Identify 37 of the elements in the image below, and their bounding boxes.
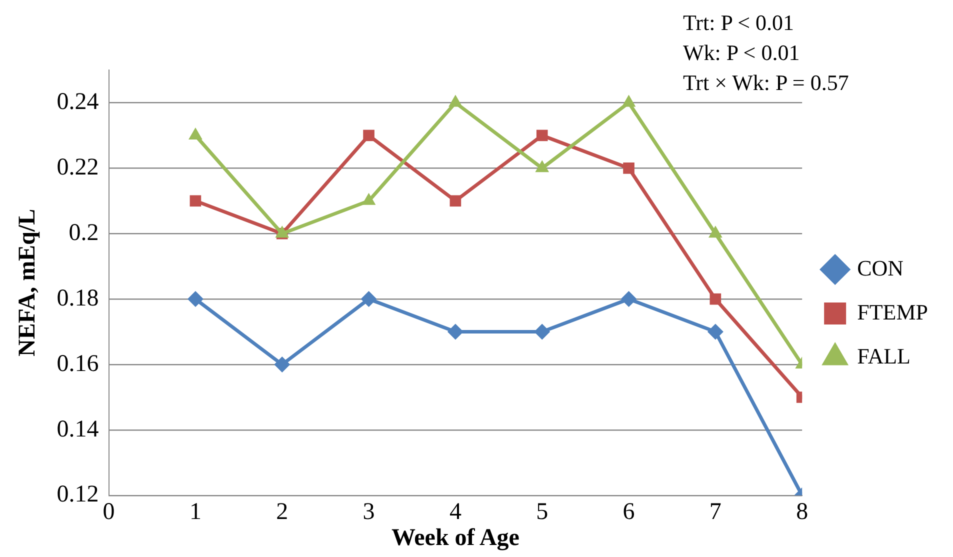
legend-label: FTEMP xyxy=(857,299,928,324)
x-tick-label: 3 xyxy=(362,499,375,526)
y-tick-label: 0.22 xyxy=(56,154,99,180)
x-tick-label: 7 xyxy=(709,499,722,526)
point xyxy=(190,195,202,207)
y-tick-label: 0.16 xyxy=(56,350,99,377)
point xyxy=(710,293,722,305)
y-tick-label: 0.14 xyxy=(56,416,99,442)
point xyxy=(623,162,634,174)
x-tick-label: 1 xyxy=(189,499,202,526)
point xyxy=(707,324,724,340)
x-tick-label: 0 xyxy=(102,499,115,526)
y-axis-title: NEFA, mEq/L xyxy=(14,208,41,356)
y-tick-label: 0.2 xyxy=(68,220,99,246)
x-tick-label: 4 xyxy=(449,499,462,526)
x-axis-title: Week of Age xyxy=(391,524,520,551)
text: Wk: P < 0.01 xyxy=(683,39,801,67)
point xyxy=(447,324,464,340)
y-tick-label: 0.24 xyxy=(56,89,99,116)
point xyxy=(534,324,550,340)
y-tick-label: 0.18 xyxy=(56,285,99,312)
point xyxy=(620,291,637,308)
x-tick-label: 5 xyxy=(536,499,548,526)
point xyxy=(274,356,290,373)
point xyxy=(363,130,374,142)
x-tick-label: 6 xyxy=(622,499,635,526)
point xyxy=(450,195,462,207)
annotation: Trt × Wk: P = 0.57 xyxy=(683,69,849,97)
legend-label: FALL xyxy=(857,343,910,368)
x-tick-label: 2 xyxy=(276,499,288,526)
x-tick-label: 8 xyxy=(796,499,808,526)
text: Trt: P < 0.01 xyxy=(683,9,796,37)
y-tick-label: 0.12 xyxy=(56,482,99,508)
point xyxy=(187,291,204,308)
legend-label: CON xyxy=(857,255,904,280)
point xyxy=(360,291,377,308)
point xyxy=(536,130,548,142)
